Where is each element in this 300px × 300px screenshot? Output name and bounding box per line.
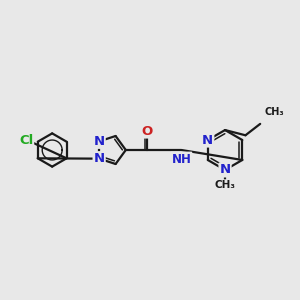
Text: CH₃: CH₃ (214, 180, 236, 190)
Text: O: O (142, 124, 153, 137)
Text: N: N (220, 164, 231, 176)
Text: Cl: Cl (19, 134, 33, 146)
Text: N: N (94, 135, 105, 148)
Text: NH: NH (171, 152, 191, 166)
Text: CH₃: CH₃ (265, 107, 284, 118)
Text: N: N (94, 152, 105, 165)
Text: N: N (202, 134, 213, 146)
